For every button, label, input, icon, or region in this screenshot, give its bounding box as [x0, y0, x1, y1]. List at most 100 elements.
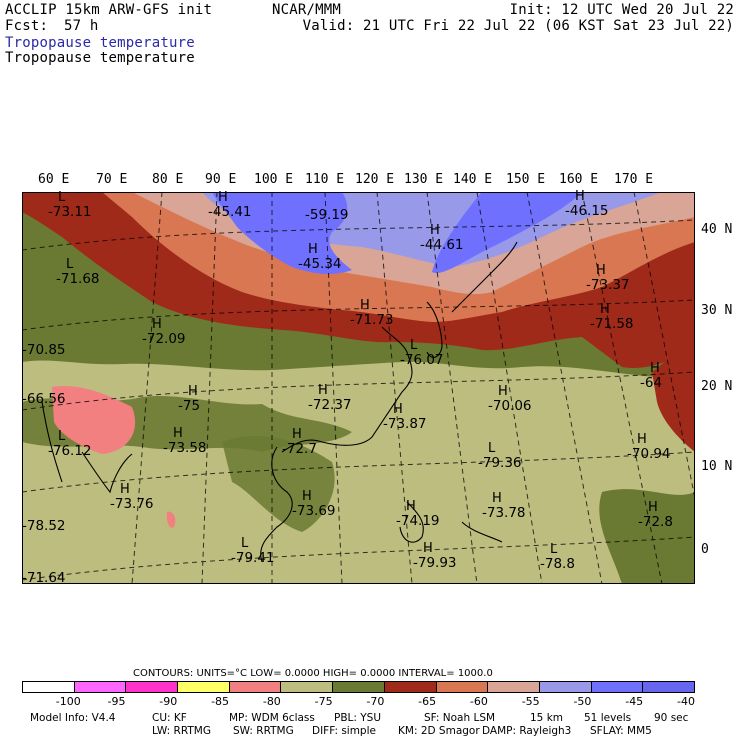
- colorbar-swatch: [590, 682, 643, 692]
- lon-label: 140 E: [453, 172, 493, 187]
- extremum-marker: H: [492, 491, 502, 506]
- lat-label: 0: [701, 542, 709, 557]
- sf-scheme: SF: Noah LSM: [424, 712, 496, 724]
- model-info: Model Info: V4.4: [30, 712, 116, 724]
- lon-label: 70 E: [96, 172, 128, 187]
- colorbar-swatch: [435, 682, 488, 692]
- extremum-value: -71.68: [56, 271, 100, 287]
- mp-scheme: MP: WDM 6class: [229, 712, 315, 724]
- colorbar-swatch: [228, 682, 281, 692]
- extremum-value: -72.8: [638, 514, 673, 530]
- colorbar-swatch: [538, 682, 591, 692]
- colorbar: [22, 681, 695, 693]
- extremum-marker: H: [650, 361, 660, 376]
- extremum-marker: L: [58, 190, 66, 205]
- field-band-85-80: [52, 386, 136, 454]
- extremum-value: -44.61: [420, 237, 464, 253]
- colorbar-swatch: [487, 682, 539, 692]
- colorbar-swatch: [280, 682, 333, 692]
- extremum-value: -64: [640, 375, 663, 391]
- field-band-85-80: [166, 511, 176, 528]
- extremum-marker: H: [423, 541, 433, 556]
- colorbar-swatch: [177, 682, 229, 692]
- lat-label: 40 N: [701, 222, 733, 237]
- extremum-value: -45.41: [208, 204, 252, 220]
- extremum-marker: H: [120, 482, 130, 497]
- extremum-value: -74.19: [396, 513, 440, 529]
- extremum-marker: H: [302, 489, 312, 504]
- sflay-scheme: SFLAY: MM5: [590, 725, 652, 737]
- lon-label: 110 E: [305, 172, 345, 187]
- extremum-marker: H: [393, 402, 403, 417]
- extremum-marker: L: [410, 338, 418, 353]
- colorbar-swatch: [642, 682, 694, 692]
- extremum-marker: H: [430, 223, 440, 238]
- colorbar-swatch: [332, 682, 384, 692]
- colorbar-swatch: [125, 682, 178, 692]
- cu-scheme: CU: KF: [152, 712, 187, 724]
- extremum-value: -79.41: [231, 550, 275, 566]
- field-title: Tropopause temperature: [5, 50, 195, 66]
- extremum-value: -73.87: [383, 416, 427, 432]
- lon-label: 130 E: [404, 172, 444, 187]
- lat-label: 30 N: [701, 303, 733, 318]
- lon-label: 170 E: [614, 172, 654, 187]
- extremum-marker: H: [600, 302, 610, 317]
- extremum-marker: H: [406, 499, 416, 514]
- extremum-marker: L: [58, 429, 66, 444]
- organization: NCAR/MMM: [272, 2, 342, 18]
- extremum-value: -73.78: [482, 505, 526, 521]
- extremum-value: -79.36: [478, 455, 522, 471]
- extremum-value: -45.34: [298, 256, 342, 272]
- extremum-marker: H: [173, 426, 183, 441]
- extremum-value: -72.37: [308, 397, 352, 413]
- colorbar-tick-label: -40: [677, 695, 695, 708]
- extremum-value: -76.07: [400, 352, 444, 368]
- lw-scheme: LW: RRTMG: [152, 725, 211, 737]
- colorbar-tick-label: -80: [262, 695, 281, 708]
- extremum-marker: H: [218, 190, 228, 205]
- extremum-value: -71.73: [350, 312, 394, 328]
- extremum-marker: L: [66, 257, 74, 272]
- extremum-value: -72.09: [142, 331, 186, 347]
- graticule: [22, 192, 695, 584]
- contour-info: CONTOURS: UNITS=°C LOW= 0.0000 HIGH= 0.0…: [133, 668, 493, 679]
- extremum-value: -72.7: [282, 441, 317, 457]
- extremum-marker: H: [308, 242, 318, 257]
- extremum-value: -73.69: [292, 503, 336, 519]
- model-title: ACCLIP 15km ARW-GFS init: [5, 2, 213, 18]
- field-band-70-65: [652, 332, 695, 452]
- lon-label: 80 E: [152, 172, 184, 187]
- lon-label: 120 E: [355, 172, 395, 187]
- colorbar-tick-label: -50: [573, 695, 592, 708]
- extremum-value: -78.8: [540, 556, 575, 572]
- tropopause-temperature-map: [22, 192, 695, 584]
- extremum-marker: L: [488, 441, 496, 456]
- sw-scheme: SW: RRTMG: [233, 725, 294, 737]
- extremum-marker: H: [152, 317, 162, 332]
- extremum-value: -66.56: [22, 391, 66, 407]
- levels: 51 levels: [584, 712, 632, 724]
- lat-label: 10 N: [701, 459, 733, 474]
- extremum-marker: H: [188, 384, 198, 399]
- lat-label: 20 N: [701, 379, 733, 394]
- colorbar-tick-label: -65: [418, 695, 437, 708]
- colorbar-swatch: [23, 682, 74, 692]
- coastlines: [41, 241, 518, 563]
- field-band-50-45: [212, 192, 352, 274]
- colorbar-tick-label: -85: [211, 695, 230, 708]
- colorbar-tick-label: -45: [625, 695, 644, 708]
- resolution: 15 km: [530, 712, 564, 724]
- colorbar-swatch: [383, 682, 436, 692]
- lon-label: 90 E: [205, 172, 237, 187]
- map-frame: [22, 192, 695, 584]
- lon-label: 100 E: [254, 172, 294, 187]
- colorbar-tick-label: -60: [469, 695, 488, 708]
- extremum-value: -73.58: [163, 440, 207, 456]
- extremum-marker: H: [637, 432, 647, 447]
- extremum-marker: H: [292, 427, 302, 442]
- init-time: Init: 12 UTC Wed 20 Jul 22: [509, 2, 734, 18]
- extremum-marker: H: [575, 189, 585, 204]
- colorbar-tick-label: -75: [314, 695, 333, 708]
- colorbar-swatch: [73, 682, 126, 692]
